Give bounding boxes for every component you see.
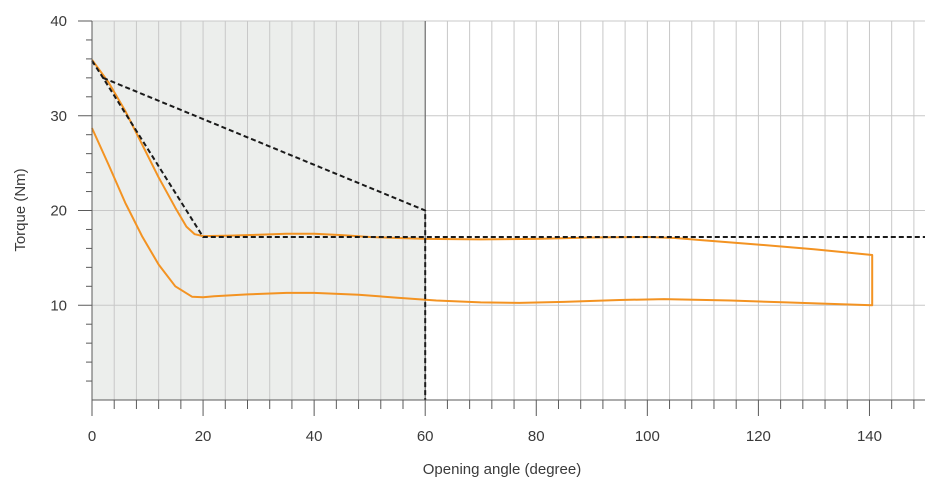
y-tick-label: 40 (50, 13, 67, 30)
y-axis-title: Torque (Nm) (12, 168, 29, 251)
x-axis-title: Opening angle (degree) (423, 461, 581, 478)
x-tick-label: 20 (195, 428, 212, 445)
y-tick-label: 20 (50, 203, 67, 220)
tick-label-layer: 0 20 40 60 80 100 120 140 10 20 30 40 (50, 13, 882, 445)
x-tick-label: 40 (306, 428, 323, 445)
axis-layer (78, 20, 925, 416)
y-tick-label: 10 (50, 297, 67, 314)
y-tick-label: 30 (50, 108, 67, 125)
x-tick-label: 140 (857, 428, 882, 445)
limit-line-1 (91, 60, 925, 238)
x-tick-label: 0 (88, 428, 96, 445)
x-tick-label: 60 (417, 428, 434, 445)
limit-line-2 (102, 76, 427, 400)
x-tick-label: 100 (635, 428, 660, 445)
x-tick-label: 80 (528, 428, 545, 445)
grid-layer (92, 20, 925, 400)
series-layer (91, 59, 925, 400)
x-tick-label: 120 (746, 428, 771, 445)
